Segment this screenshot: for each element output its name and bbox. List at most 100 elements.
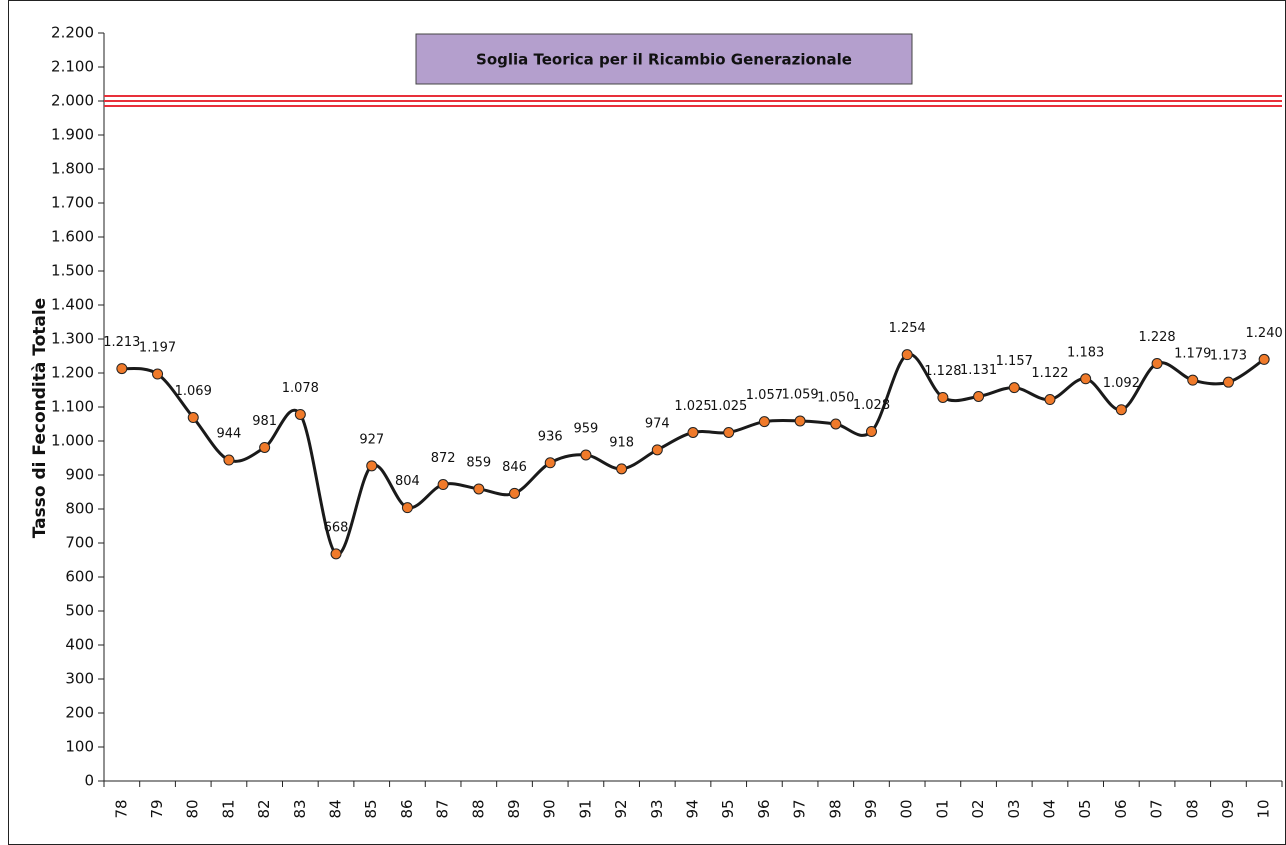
data-label: 668	[324, 520, 349, 535]
data-label: 1.059	[781, 387, 818, 402]
data-point	[1115, 404, 1127, 416]
data-label: 981	[252, 414, 277, 429]
x-tick-label: 01	[933, 799, 951, 818]
data-point	[794, 415, 806, 427]
data-label: 1.025	[710, 399, 747, 414]
x-tick-label: 78	[112, 799, 130, 818]
data-point	[1222, 376, 1234, 388]
annotation: Soglia Teorica per il Ricambio Generazio…	[476, 51, 852, 69]
annotation-box	[415, 33, 913, 85]
data-point	[152, 368, 164, 380]
y-tick-label: 1.400	[51, 296, 94, 314]
data-label: 1.028	[853, 398, 890, 413]
y-tick-label: 1.500	[51, 262, 94, 280]
data-point	[401, 502, 413, 514]
y-tick-label: 300	[65, 670, 94, 688]
data-point	[687, 427, 699, 438]
data-point	[1187, 374, 1199, 386]
data-point	[187, 412, 199, 424]
data-label: 1.197	[139, 341, 176, 356]
x-tick-label: 06	[1112, 799, 1130, 818]
data-point	[330, 548, 342, 560]
x-tick-label: 90	[541, 799, 559, 818]
data-point	[901, 349, 913, 361]
data-label: 1.078	[282, 381, 319, 396]
data-label: 1.228	[1138, 330, 1175, 345]
y-axis-label: Tasso di Fecondità Totale	[30, 298, 50, 538]
data-label: 804	[395, 474, 420, 489]
data-point	[937, 391, 949, 403]
y-tick-label: 600	[65, 568, 94, 586]
data-point	[758, 416, 770, 428]
x-tick-label: 81	[219, 799, 237, 818]
x-tick-label: 80	[184, 799, 202, 818]
x-tick-label: 84	[327, 799, 345, 818]
y-tick-label: 1.900	[51, 126, 94, 144]
y-tick-label: 1.300	[51, 330, 94, 348]
x-tick-label: 09	[1219, 799, 1237, 818]
data-label: 1.240	[1246, 326, 1283, 341]
y-tick-label: 1.600	[51, 228, 94, 246]
data-label: 1.183	[1067, 345, 1104, 360]
data-label: 872	[431, 451, 456, 466]
y-tick-label: 900	[65, 466, 94, 484]
y-tick-label: 1.800	[51, 160, 94, 178]
data-point	[437, 479, 449, 491]
data-point	[723, 427, 735, 438]
x-tick-label: 04	[1040, 799, 1058, 818]
x-tick-label: 10	[1255, 799, 1273, 818]
x-tick-label: 02	[969, 799, 987, 818]
data-point	[1008, 382, 1020, 394]
data-label: 1.122	[1031, 366, 1068, 381]
y-tick-label: 0	[84, 772, 94, 790]
data-label: 859	[466, 455, 491, 470]
data-label: 936	[538, 429, 563, 444]
series-line	[121, 352, 1265, 556]
y-tick-label: 2.100	[51, 58, 94, 76]
y-tick-label: 1.100	[51, 398, 94, 416]
x-tick-label: 95	[719, 799, 737, 818]
data-point	[116, 363, 128, 375]
data-label: 974	[645, 416, 670, 431]
data-label: 1.092	[1103, 376, 1140, 391]
data-label: 918	[609, 435, 634, 450]
x-tick-label: 08	[1183, 799, 1201, 818]
data-label: 927	[359, 432, 384, 447]
data-point	[651, 444, 663, 456]
x-tick-label: 86	[398, 799, 416, 818]
x-tick-label: 98	[826, 799, 844, 818]
y-tick-label: 2.000	[51, 92, 94, 110]
data-point	[473, 483, 485, 495]
y-tick-label: 1.200	[51, 364, 94, 382]
data-label: 1.179	[1174, 347, 1211, 362]
y-tick-label: 200	[65, 704, 94, 722]
x-tick-label: 07	[1148, 799, 1166, 818]
data-point	[223, 454, 235, 466]
x-tick-label: 82	[255, 799, 273, 818]
data-label: 1.157	[996, 354, 1033, 369]
x-tick-label: 94	[684, 799, 702, 818]
x-tick-label: 00	[898, 799, 916, 818]
data-point	[1258, 353, 1270, 365]
y-tick-label: 100	[65, 738, 94, 756]
y-tick-label: 500	[65, 602, 94, 620]
x-tick-label: 96	[755, 799, 773, 818]
x-tick-label: 05	[1076, 799, 1094, 818]
data-label: 1.050	[817, 391, 854, 406]
data-point	[366, 460, 378, 472]
data-label: 846	[502, 460, 527, 475]
x-tick-label: 88	[469, 799, 487, 818]
data-label: 1.254	[889, 321, 926, 336]
x-tick-label: 93	[648, 799, 666, 818]
x-tick-label: 89	[505, 799, 523, 818]
x-tick-label: 03	[1005, 799, 1023, 818]
data-point	[580, 449, 592, 461]
data-point	[294, 408, 306, 420]
data-point	[865, 425, 877, 437]
x-tick-label: 83	[291, 799, 309, 818]
data-label: 1.173	[1210, 349, 1247, 364]
data-point	[509, 487, 521, 499]
data-label: 1.213	[103, 335, 140, 350]
data-label: 959	[573, 421, 598, 436]
